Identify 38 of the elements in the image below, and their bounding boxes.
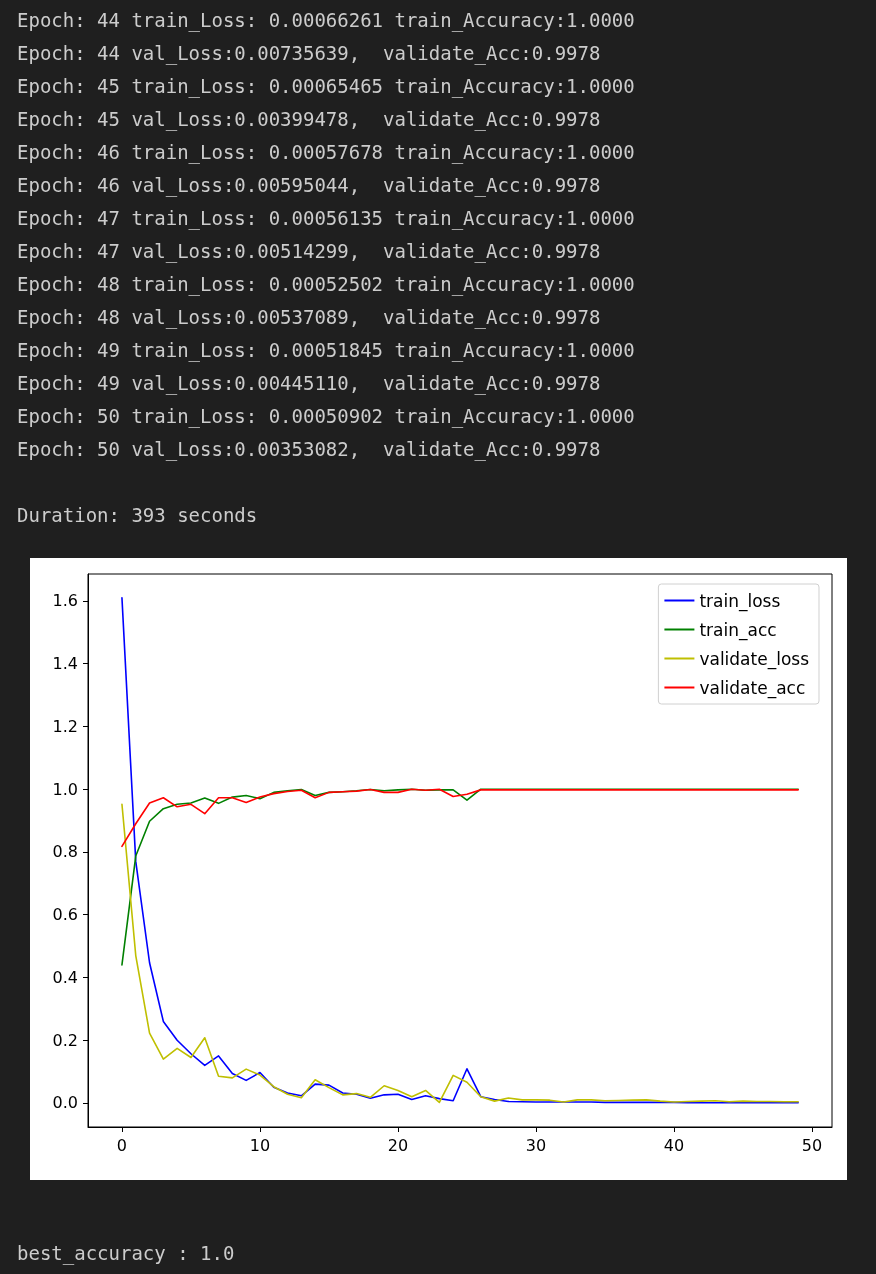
text: Epoch: 47 train_Loss: 0.00056135 train_Accuracy:1.0000 [17, 206, 635, 232]
text: Epoch: 44 train_Loss: 0.00066261 train_Accuracy:1.0000 [17, 8, 635, 34]
y-tick-label: 0.0 [52, 1093, 78, 1113]
x-tick-label: 30 [525, 1135, 547, 1155]
y-tick-label: 1.6 [52, 591, 78, 611]
text: Epoch: 47 val_Loss:0.00514299, validate_Acc:0.9978 [17, 239, 602, 265]
text: Duration: 393 seconds [17, 503, 259, 528]
text: Epoch: 50 val_Loss:0.00353082, validate_Acc:0.9978 [17, 437, 602, 463]
y-tick-label: 1.4 [52, 654, 78, 674]
x-tick-label: 40 [663, 1135, 685, 1155]
y-tick-label: 0.6 [52, 905, 78, 925]
line-series [121, 788, 799, 966]
text: Epoch: 48 val_Loss:0.00537089, validate_Acc:0.9978 [17, 305, 602, 331]
legend-label: validate_loss [699, 648, 810, 670]
y-tick-label: 0.2 [52, 1030, 78, 1050]
text: best_accuracy : 1.0 [17, 1241, 235, 1267]
text: Epoch: 49 train_Loss: 0.00051845 train_Accuracy:1.0000 [17, 338, 635, 364]
text: Epoch: 50 train_Loss: 0.00050902 train_Accuracy:1.0000 [17, 404, 635, 430]
text: Epoch: 44 val_Loss:0.00735639, validate_Acc:0.9978 [17, 41, 602, 67]
x-tick-label: 10 [249, 1135, 271, 1155]
text: Epoch: 45 val_Loss:0.00399478, validate_Acc:0.9978 [17, 107, 602, 133]
line-series [121, 788, 799, 848]
x-tick-label: 0 [116, 1135, 128, 1155]
text: Epoch: 45 train_Loss: 0.00065465 train_Accuracy:1.0000 [17, 74, 635, 100]
text: Epoch: 49 val_Loss:0.00445110, validate_Acc:0.9978 [17, 371, 602, 397]
legend-label: train_loss [699, 590, 781, 612]
legend-label: train_acc [699, 619, 777, 641]
legend-label: validate_acc [699, 677, 806, 699]
y-tick-label: 1.0 [52, 779, 78, 799]
y-tick-label: 0.8 [52, 842, 78, 862]
text: Epoch: 46 val_Loss:0.00595044, validate_Acc:0.9978 [17, 173, 602, 199]
text: Epoch: 48 train_Loss: 0.00052502 train_Accuracy:1.0000 [17, 272, 635, 298]
y-tick-label: 0.4 [52, 967, 78, 987]
line-series [121, 803, 799, 1104]
x-tick-label: 50 [801, 1135, 823, 1155]
text: Epoch: 46 train_Loss: 0.00057678 train_Accuracy:1.0000 [17, 140, 635, 166]
x-tick-label: 20 [387, 1135, 409, 1155]
y-tick-label: 1.2 [52, 716, 78, 736]
